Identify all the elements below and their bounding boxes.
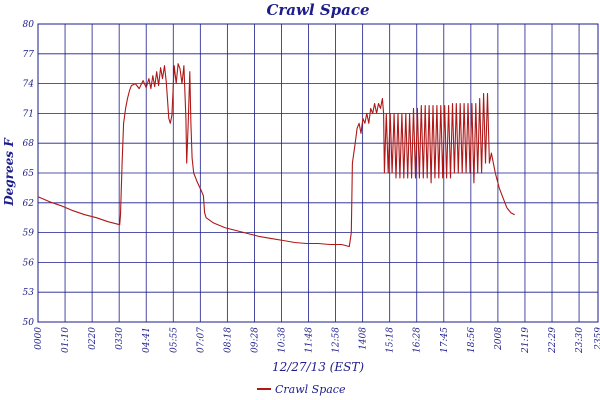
x-tick-label: 17:45 xyxy=(440,327,450,353)
x-ticks: 0000 01:10 0220 0330 04:41 05:55 07:07 08:18 09:… xyxy=(34,327,600,354)
y-tick-label: 80 xyxy=(23,20,35,30)
x-tick-label: 2008 xyxy=(494,327,504,351)
x-tick-label: 0330 xyxy=(115,327,125,350)
x-tick-label: 15:18 xyxy=(386,327,396,353)
x-tick-label: 1408 xyxy=(359,327,369,350)
legend-label: Crawl Space xyxy=(275,383,346,396)
y-tick-label: 68 xyxy=(23,139,35,149)
grid xyxy=(37,23,599,323)
y-tick-label: 50 xyxy=(23,318,35,328)
y-tick-label: 71 xyxy=(23,109,34,119)
x-tick-label: 08:18 xyxy=(223,327,233,353)
x-tick-label: 22:29 xyxy=(548,327,558,354)
y-tick-label: 56 xyxy=(23,258,35,268)
x-tick-label: 23:30 xyxy=(575,327,585,354)
series-line-crawl-space xyxy=(37,63,515,248)
x-tick-label: 0220 xyxy=(88,327,98,350)
x-tick-label: 04:41 xyxy=(142,327,152,353)
x-tick-label: 07:07 xyxy=(196,327,206,353)
y-tick-label: 53 xyxy=(23,288,35,298)
x-tick-label: 11:48 xyxy=(305,327,315,353)
series-layer xyxy=(37,63,515,248)
x-tick-label: 18:56 xyxy=(467,327,477,353)
x-tick-label: 21:19 xyxy=(521,327,531,354)
y-tick-label: 74 xyxy=(23,80,35,90)
x-tick-label: 12:58 xyxy=(332,327,342,353)
y-tick-label: 62 xyxy=(23,199,35,209)
x-tick-label: 10:38 xyxy=(277,327,287,353)
legend: Crawl Space xyxy=(257,383,346,396)
x-tick-label: 05:55 xyxy=(169,327,179,353)
y-tick-label: 59 xyxy=(23,229,35,239)
x-axis-label: 12/27/13 (EST) xyxy=(272,360,364,374)
x-tick-label: 16:28 xyxy=(413,327,423,353)
y-tick-label: 77 xyxy=(23,50,35,60)
y-axis-label: Degrees F xyxy=(2,137,16,207)
x-tick-label: 01:10 xyxy=(61,327,71,353)
x-tick-label: 0000 xyxy=(34,327,44,350)
x-tick-label: 09:28 xyxy=(250,327,260,353)
y-ticks: 50 53 56 59 62 65 68 71 74 77 80 xyxy=(23,20,35,328)
chart-title: Crawl Space xyxy=(266,1,369,19)
y-tick-label: 65 xyxy=(23,169,35,179)
x-tick-label: 2359 xyxy=(594,327,600,351)
